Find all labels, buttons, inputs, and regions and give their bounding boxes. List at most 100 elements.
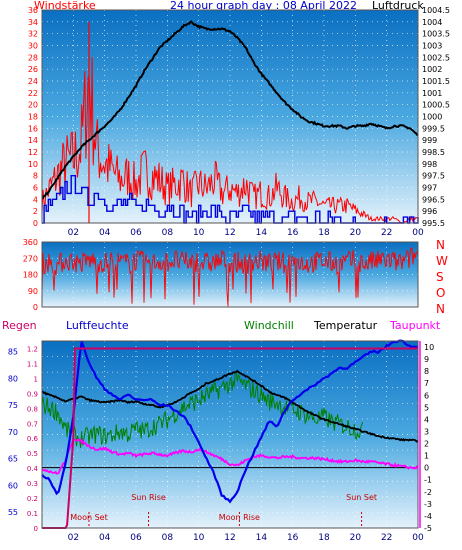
rain-tick-label: 0.5	[27, 450, 38, 458]
time-tick-label: 18	[318, 533, 330, 543]
wind-tick-label: 0	[33, 219, 38, 228]
pressure-tick-label: 1000.5	[422, 101, 450, 110]
pressure-tick-label: 997.5	[422, 172, 445, 181]
time-tick-label: 02	[68, 533, 79, 543]
pressure-tick-label: 1002	[422, 65, 442, 74]
temperature-tick-label: 0	[424, 464, 429, 473]
wind-tick-label: 24	[28, 77, 38, 86]
humidity-tick-label: 70	[8, 428, 18, 437]
event-label: Sun Set	[346, 493, 377, 502]
rain-tick-label: 1.2	[27, 345, 38, 353]
temperature-tick-label: 6	[424, 391, 429, 400]
dewpoint-series	[41, 438, 419, 475]
direction-compass-label: N	[436, 302, 445, 316]
time-tick-label: 22	[381, 228, 392, 238]
wind-tick-label: 2	[33, 207, 38, 216]
time-tick-label: 12	[224, 228, 235, 238]
event-label: Moon Rise	[219, 513, 260, 522]
rain-tick-label: 0.8	[27, 405, 38, 413]
time-tick-label: 04	[99, 533, 111, 543]
pressure-tick-label: 997	[422, 184, 437, 193]
pressure-series	[41, 20, 418, 200]
time-tick-label: 20	[350, 533, 362, 543]
time-tick-label: 16	[287, 533, 299, 543]
wind-tick-label: 36	[28, 6, 38, 15]
wind-speed-label: Windstärke	[34, 0, 96, 12]
time-tick-label: 10	[193, 533, 205, 543]
direction-compass-label: S	[436, 270, 444, 284]
wind-tick-label: 10	[28, 160, 38, 169]
pressure-tick-label: 1003	[422, 42, 442, 51]
time-tick-label: 12	[224, 533, 235, 543]
temperature-tick-label: 2	[424, 440, 429, 449]
wind-tick-label: 22	[28, 89, 38, 98]
temperature-tick-label: 4	[424, 415, 429, 424]
wind-tick-label: 18	[28, 113, 38, 122]
wind-tick-label: 14	[28, 136, 38, 145]
temperature-tick-label: 10	[424, 343, 434, 352]
direction-compass-label: N	[436, 238, 445, 252]
direction-tick-label: 180	[23, 271, 38, 280]
pressure-tick-label: 998.5	[422, 148, 445, 157]
wind-tick-label: 12	[28, 148, 38, 157]
temperature-tick-label: -4	[424, 512, 432, 521]
temperature-tick-label: 3	[424, 427, 429, 436]
rain-tick-label: 0.6	[27, 435, 39, 443]
wind-direction-series	[41, 246, 419, 307]
wind-gust-series	[41, 56, 419, 224]
time-tick-label: 08	[162, 228, 174, 238]
humidity-series	[41, 339, 419, 504]
pressure-tick-label: 1001	[422, 89, 442, 98]
temperature-label: Temperatur	[314, 319, 378, 332]
time-tick-label: 06	[130, 533, 142, 543]
humidity-tick-label: 60	[8, 481, 18, 490]
time-tick-label: 14	[256, 228, 268, 238]
temperature-tick-label: 9	[424, 355, 429, 364]
event-label: Sun Rise	[131, 493, 166, 502]
pressure-tick-label: 1004.5	[422, 6, 450, 15]
time-tick-label: 00	[412, 228, 424, 238]
time-tick-label: 22	[381, 533, 392, 543]
pressure-tick-label: 998	[422, 160, 437, 169]
rain-tick-label: 1	[34, 375, 38, 383]
pressure-tick-label: 996.5	[422, 195, 445, 204]
pressure-tick-label: 1002.5	[422, 53, 450, 62]
pressure-tick-label: 1003.5	[422, 30, 450, 39]
temperature-tick-label: 7	[424, 379, 429, 388]
rain-tick-label: 0.4	[27, 465, 39, 473]
temperature-tick-label: -3	[424, 500, 432, 509]
rain-tick-label: 0.7	[27, 420, 38, 428]
plot-frame-3	[41, 340, 419, 529]
pressure-tick-label: 995.5	[422, 219, 445, 228]
temperature-tick-label: 1	[424, 452, 429, 461]
direction-tick-label: 360	[23, 238, 38, 247]
temperature-tick-label: -2	[424, 488, 432, 497]
rain-tick-label: 0	[34, 525, 38, 533]
time-tick-label: 16	[287, 228, 299, 238]
time-tick-label: 02	[68, 228, 79, 238]
windchill-series	[41, 371, 364, 449]
direction-compass-label: O	[436, 286, 445, 300]
wind-tick-label: 30	[28, 42, 38, 51]
rain-label: Regen	[2, 319, 37, 332]
pressure-label: Luftdruck	[372, 0, 424, 12]
direction-tick-label: 90	[28, 287, 38, 296]
humidity-tick-label: 85	[8, 348, 18, 357]
humidity-tick-label: 65	[8, 455, 18, 464]
rain-tick-label: 0.1	[27, 510, 38, 518]
pressure-tick-label: 1000	[422, 113, 442, 122]
temperature-tick-label: 5	[424, 403, 429, 412]
time-tick-label: 06	[130, 228, 142, 238]
time-tick-label: 04	[99, 228, 111, 238]
pressure-tick-label: 1004	[422, 18, 442, 27]
wind-tick-label: 28	[28, 53, 38, 62]
wind-tick-label: 34	[28, 18, 38, 27]
dewpoint-label: Taupunkt	[390, 319, 441, 332]
direction-compass-label: W	[436, 254, 448, 268]
wind-tick-label: 26	[28, 65, 38, 74]
rain-tick-label: 0.3	[27, 480, 38, 488]
wind-tick-label: 6	[33, 184, 38, 193]
temperature-series	[41, 369, 419, 443]
wind-tick-label: 16	[28, 124, 38, 133]
